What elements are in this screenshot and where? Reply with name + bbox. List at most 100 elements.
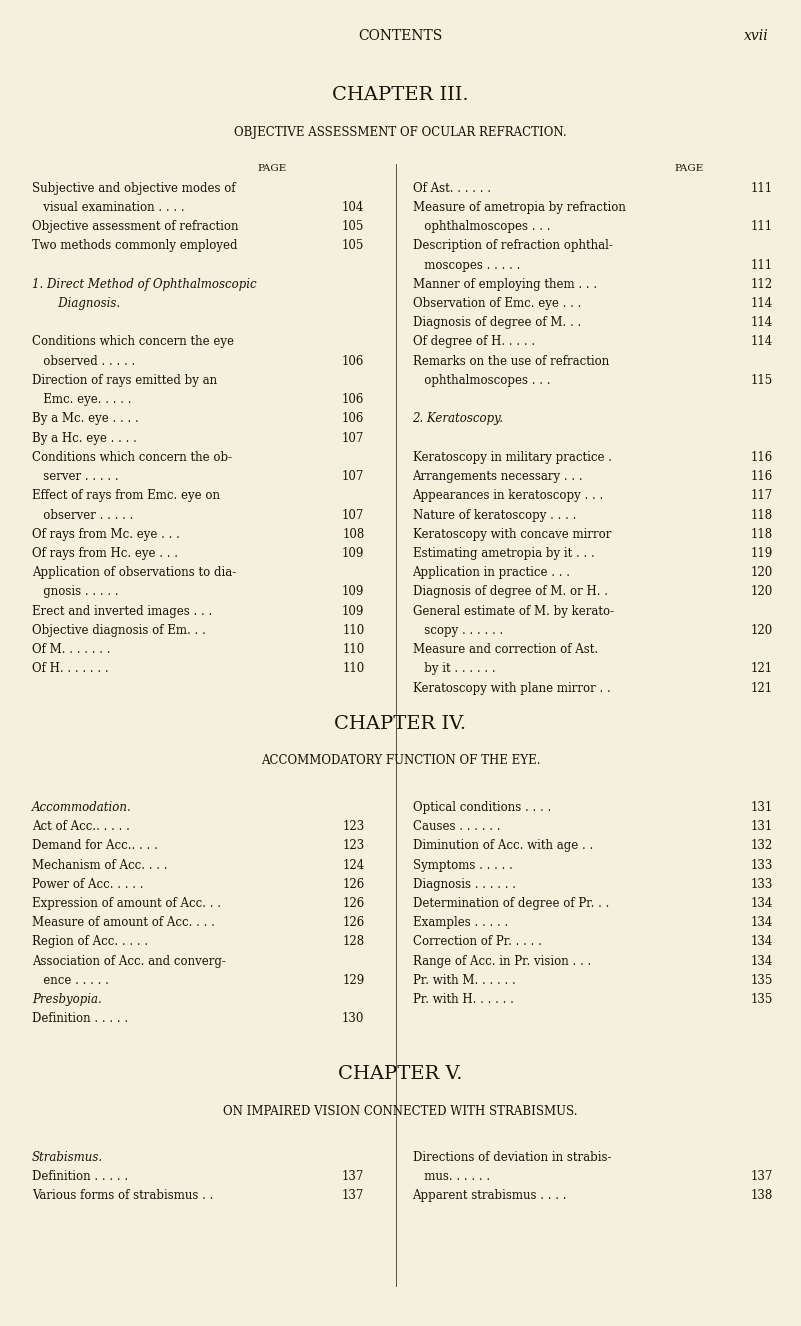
Text: ence . . . . .: ence . . . . .	[32, 975, 109, 987]
Text: 120: 120	[751, 566, 773, 579]
Text: 114: 114	[751, 297, 773, 310]
Text: Act of Acc.. . . . .: Act of Acc.. . . . .	[32, 819, 130, 833]
Text: Objective diagnosis of Em. . .: Objective diagnosis of Em. . .	[32, 623, 206, 636]
Text: mus. . . . . .: mus. . . . . .	[413, 1171, 489, 1183]
Text: Of degree of H. . . . .: Of degree of H. . . . .	[413, 335, 534, 349]
Text: Of M. . . . . . .: Of M. . . . . . .	[32, 643, 111, 656]
Text: 133: 133	[751, 859, 773, 871]
Text: 137: 137	[342, 1171, 364, 1183]
Text: scopy . . . . . .: scopy . . . . . .	[413, 623, 503, 636]
Text: Directions of deviation in strabis-: Directions of deviation in strabis-	[413, 1151, 611, 1164]
Text: 107: 107	[342, 508, 364, 521]
Text: 134: 134	[751, 936, 773, 948]
Text: Measure of amount of Acc. . . .: Measure of amount of Acc. . . .	[32, 916, 215, 930]
Text: Nature of keratoscopy . . . .: Nature of keratoscopy . . . .	[413, 508, 576, 521]
Text: Diagnosis of degree of M. or H. .: Diagnosis of degree of M. or H. .	[413, 585, 607, 598]
Text: Emc. eye. . . . .: Emc. eye. . . . .	[32, 392, 131, 406]
Text: PAGE: PAGE	[258, 164, 287, 174]
Text: 126: 126	[342, 878, 364, 891]
Text: By a Hc. eye . . . .: By a Hc. eye . . . .	[32, 431, 137, 444]
Text: 110: 110	[342, 623, 364, 636]
Text: Diminution of Acc. with age . .: Diminution of Acc. with age . .	[413, 839, 593, 853]
Text: Mechanism of Acc. . . .: Mechanism of Acc. . . .	[32, 859, 167, 871]
Text: Erect and inverted images . . .: Erect and inverted images . . .	[32, 605, 212, 618]
Text: Application of observations to dia-: Application of observations to dia-	[32, 566, 236, 579]
Text: Appearances in keratoscopy . . .: Appearances in keratoscopy . . .	[413, 489, 604, 503]
Text: 129: 129	[342, 975, 364, 987]
Text: Pr. with H. . . . . .: Pr. with H. . . . . .	[413, 993, 513, 1006]
Text: 133: 133	[751, 878, 773, 891]
Text: 128: 128	[342, 936, 364, 948]
Text: 106: 106	[342, 412, 364, 426]
Text: Direction of rays emitted by an: Direction of rays emitted by an	[32, 374, 217, 387]
Text: 109: 109	[342, 546, 364, 560]
Text: Diagnosis.: Diagnosis.	[32, 297, 120, 310]
Text: CHAPTER V.: CHAPTER V.	[338, 1065, 463, 1083]
Text: Subjective and objective modes of: Subjective and objective modes of	[32, 182, 235, 195]
Text: 118: 118	[751, 528, 773, 541]
Text: 126: 126	[342, 898, 364, 910]
Text: 104: 104	[342, 202, 364, 213]
Text: 109: 109	[342, 585, 364, 598]
Text: Remarks on the use of refraction: Remarks on the use of refraction	[413, 354, 609, 367]
Text: Application in practice . . .: Application in practice . . .	[413, 566, 570, 579]
Text: 137: 137	[751, 1171, 773, 1183]
Text: Of rays from Mc. eye . . .: Of rays from Mc. eye . . .	[32, 528, 180, 541]
Text: 126: 126	[342, 916, 364, 930]
Text: 105: 105	[342, 239, 364, 252]
Text: 114: 114	[751, 316, 773, 329]
Text: 111: 111	[751, 220, 773, 233]
Text: Of H. . . . . . .: Of H. . . . . . .	[32, 662, 109, 675]
Text: 112: 112	[751, 277, 773, 290]
Text: gnosis . . . . .: gnosis . . . . .	[32, 585, 119, 598]
Text: observed . . . . .: observed . . . . .	[32, 354, 135, 367]
Text: Keratoscopy with concave mirror: Keratoscopy with concave mirror	[413, 528, 611, 541]
Text: 135: 135	[751, 993, 773, 1006]
Text: Association of Acc. and converg-: Association of Acc. and converg-	[32, 955, 226, 968]
Text: PAGE: PAGE	[674, 164, 703, 174]
Text: 2. Keratoscopy.: 2. Keratoscopy.	[413, 412, 504, 426]
Text: Region of Acc. . . . .: Region of Acc. . . . .	[32, 936, 148, 948]
Text: 116: 116	[751, 469, 773, 483]
Text: 107: 107	[342, 431, 364, 444]
Text: 105: 105	[342, 220, 364, 233]
Text: 120: 120	[751, 585, 773, 598]
Text: CHAPTER IV.: CHAPTER IV.	[335, 715, 466, 733]
Text: 111: 111	[751, 182, 773, 195]
Text: 123: 123	[342, 839, 364, 853]
Text: 116: 116	[751, 451, 773, 464]
Text: Measure of ametropia by refraction: Measure of ametropia by refraction	[413, 202, 626, 213]
Text: Definition . . . . .: Definition . . . . .	[32, 1013, 128, 1025]
Text: Estimating ametropia by it . . .: Estimating ametropia by it . . .	[413, 546, 594, 560]
Text: 106: 106	[342, 392, 364, 406]
Text: ACCOMMODATORY FUNCTION OF THE EYE.: ACCOMMODATORY FUNCTION OF THE EYE.	[261, 754, 540, 768]
Text: 131: 131	[751, 801, 773, 814]
Text: Arrangements necessary . . .: Arrangements necessary . . .	[413, 469, 583, 483]
Text: Definition . . . . .: Definition . . . . .	[32, 1171, 128, 1183]
Text: 106: 106	[342, 354, 364, 367]
Text: Determination of degree of Pr. . .: Determination of degree of Pr. . .	[413, 898, 609, 910]
Text: ophthalmoscopes . . .: ophthalmoscopes . . .	[413, 220, 550, 233]
Text: General estimate of M. by kerato-: General estimate of M. by kerato-	[413, 605, 614, 618]
Text: Diagnosis . . . . . .: Diagnosis . . . . . .	[413, 878, 516, 891]
Text: Pr. with M. . . . . .: Pr. with M. . . . . .	[413, 975, 515, 987]
Text: 134: 134	[751, 916, 773, 930]
Text: 121: 121	[751, 662, 773, 675]
Text: 124: 124	[342, 859, 364, 871]
Text: 135: 135	[751, 975, 773, 987]
Text: Optical conditions . . . .: Optical conditions . . . .	[413, 801, 551, 814]
Text: Correction of Pr. . . . .: Correction of Pr. . . . .	[413, 936, 541, 948]
Text: 137: 137	[342, 1189, 364, 1203]
Text: visual examination . . . .: visual examination . . . .	[32, 202, 185, 213]
Text: xvii: xvii	[744, 29, 769, 44]
Text: 131: 131	[751, 819, 773, 833]
Text: Description of refraction ophthal-: Description of refraction ophthal-	[413, 239, 613, 252]
Text: 132: 132	[751, 839, 773, 853]
Text: Keratoscopy with plane mirror . .: Keratoscopy with plane mirror . .	[413, 682, 610, 695]
Text: Observation of Emc. eye . . .: Observation of Emc. eye . . .	[413, 297, 581, 310]
Text: CHAPTER III.: CHAPTER III.	[332, 86, 469, 105]
Text: 134: 134	[751, 955, 773, 968]
Text: Strabismus.: Strabismus.	[32, 1151, 103, 1164]
Text: ophthalmoscopes . . .: ophthalmoscopes . . .	[413, 374, 550, 387]
Text: observer . . . . .: observer . . . . .	[32, 508, 134, 521]
